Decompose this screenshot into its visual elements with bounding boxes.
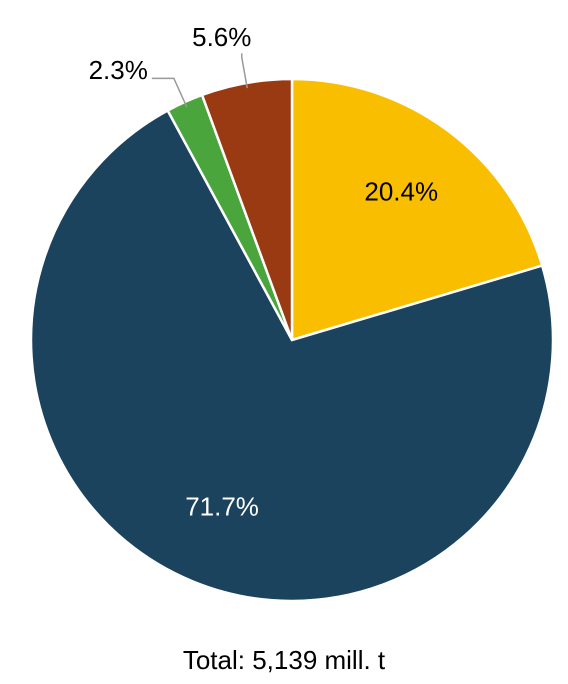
slice-label: 2.3% xyxy=(89,55,148,85)
leader-line xyxy=(241,53,248,89)
slice-label: 5.6% xyxy=(192,22,251,52)
pie-slice xyxy=(290,77,544,342)
chart-footer: Total: 5,139 mill. t xyxy=(183,645,386,675)
slice-label: 71.7% xyxy=(185,492,259,522)
pie-slice xyxy=(29,108,555,603)
leader-line xyxy=(151,77,188,108)
slice-label: 20.4% xyxy=(364,176,438,206)
